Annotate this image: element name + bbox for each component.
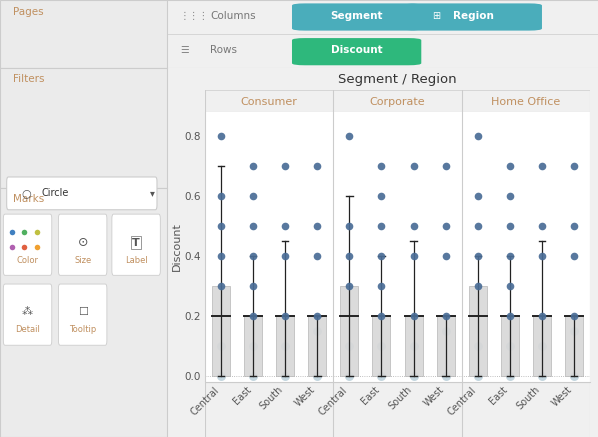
Y-axis label: Discount: Discount xyxy=(172,222,182,271)
Text: Discount: Discount xyxy=(331,45,383,55)
Text: East: East xyxy=(488,385,509,407)
Bar xyxy=(501,316,519,376)
Text: Corporate: Corporate xyxy=(370,97,425,107)
FancyBboxPatch shape xyxy=(112,214,160,275)
Bar xyxy=(373,316,390,376)
FancyBboxPatch shape xyxy=(7,177,157,210)
FancyBboxPatch shape xyxy=(4,214,52,275)
Text: Rows: Rows xyxy=(210,45,237,55)
Text: ⊞: ⊞ xyxy=(432,11,440,21)
FancyBboxPatch shape xyxy=(404,3,542,31)
Text: Tooltip: Tooltip xyxy=(69,326,96,334)
Text: T: T xyxy=(132,238,140,247)
Text: Central: Central xyxy=(317,385,349,417)
Text: South: South xyxy=(258,385,285,412)
Bar xyxy=(437,316,454,376)
Text: Region: Region xyxy=(453,11,493,21)
Text: South: South xyxy=(515,385,542,412)
Bar xyxy=(244,316,262,376)
Text: ⊙: ⊙ xyxy=(78,236,89,249)
Text: Filters: Filters xyxy=(13,74,45,84)
Bar xyxy=(533,316,551,376)
Text: West: West xyxy=(550,385,574,409)
Text: East: East xyxy=(231,385,253,407)
Bar xyxy=(565,316,583,376)
Text: West: West xyxy=(293,385,318,409)
Text: ☐: ☐ xyxy=(78,308,88,317)
Bar xyxy=(405,316,423,376)
Bar xyxy=(469,286,487,376)
Text: ⋮⋮⋮: ⋮⋮⋮ xyxy=(180,11,209,21)
Text: Detail: Detail xyxy=(15,326,40,334)
Text: Label: Label xyxy=(125,256,148,264)
Text: Segment / Region: Segment / Region xyxy=(338,73,457,86)
FancyBboxPatch shape xyxy=(59,214,107,275)
Text: ▾: ▾ xyxy=(150,188,155,198)
Text: Circle: Circle xyxy=(42,188,69,198)
Text: Marks: Marks xyxy=(13,194,45,205)
Text: ○: ○ xyxy=(22,188,32,198)
Text: West: West xyxy=(422,385,446,409)
Text: East: East xyxy=(359,385,382,407)
Text: South: South xyxy=(386,385,414,412)
Text: Columns: Columns xyxy=(210,11,256,21)
Text: Size: Size xyxy=(74,256,91,264)
Text: Central: Central xyxy=(446,385,478,417)
Bar xyxy=(309,316,327,376)
Text: Segment: Segment xyxy=(330,11,383,21)
Bar xyxy=(0,0,167,68)
Bar xyxy=(0,68,167,188)
FancyBboxPatch shape xyxy=(292,3,421,31)
Bar xyxy=(276,316,294,376)
Text: ⁂: ⁂ xyxy=(22,308,33,317)
Bar xyxy=(340,286,358,376)
Text: Color: Color xyxy=(17,256,38,264)
Text: ☰: ☰ xyxy=(180,45,189,55)
FancyBboxPatch shape xyxy=(292,38,421,65)
Text: Central: Central xyxy=(189,385,221,417)
Text: Pages: Pages xyxy=(13,7,44,17)
Text: Home Office: Home Office xyxy=(491,97,560,107)
Text: Consumer: Consumer xyxy=(241,97,298,107)
Bar xyxy=(212,286,230,376)
FancyBboxPatch shape xyxy=(4,284,52,345)
FancyBboxPatch shape xyxy=(59,284,107,345)
Bar xyxy=(0,188,167,437)
